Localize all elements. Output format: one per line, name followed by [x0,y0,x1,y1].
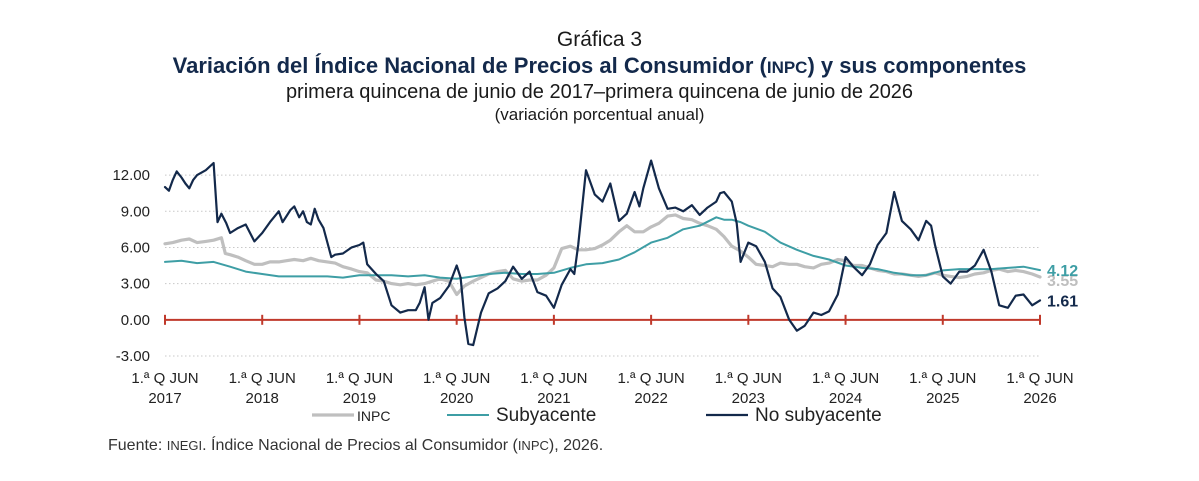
x-tick-label: 1.ª Q JUN [131,370,198,387]
chart-title-prefix: Variación del Índice Nacional de Precios… [172,53,767,78]
grid-lines [165,174,1040,357]
legend-label-inpc: INPC [357,408,390,424]
line-chart: 12.00 9.00 6.00 3.00 0.00 -3.00 1.ª Q JUN 2017… [112,159,1078,426]
x-tick-label: 2021 [537,390,570,407]
y-axis-labels: 12.00 9.00 6.00 3.00 0.00 -3.00 [112,167,150,365]
chart-title-suffix: ) y sus componentes [807,53,1027,78]
chart-title: Variación del Índice Nacional de Precios… [0,53,1199,79]
series-line-no-subyacente [163,159,1042,347]
legend-label-subyacente: Subyacente [496,405,596,426]
legend-label-no-subyacente: No subyacente [755,405,882,426]
y-tick-label: 0.00 [121,312,150,329]
y-tick-label: -3.00 [116,348,150,365]
x-tick-label: 2025 [926,390,959,407]
x-tick-label: 1.ª Q JUN [229,370,296,387]
x-tick-label: 2024 [829,390,862,407]
x-tick-label: 1.ª Q JUN [520,370,587,387]
x-tick-label: 1.ª Q JUN [326,370,393,387]
series-group [163,159,1042,347]
x-axis-labels: 1.ª Q JUN 2017 1.ª Q JUN 2018 1.ª Q JUN 2019 1… [131,370,1073,407]
end-label-subyacente: 4.12 [1047,263,1078,280]
x-tick-label: 2022 [634,390,667,407]
end-label-inpc: 3.55 [1047,273,1078,290]
x-tick-label: 1.ª Q JUN [617,370,684,387]
x-tick-label: 1.ª Q JUN [1006,370,1073,387]
end-label-no-subyacente: 1.61 [1047,293,1078,310]
x-tick-label: 2026 [1023,390,1056,407]
end-value-labels: 3.554.12 1.61 [1047,263,1078,310]
y-tick-label: 12.00 [112,167,150,184]
source-prefix: Fuente: [108,437,167,454]
x-tick-label: 2018 [246,390,279,407]
series-line-subyacente [164,216,1041,280]
x-tick-label: 2020 [440,390,473,407]
x-tick-label: 1.ª Q JUN [715,370,782,387]
legend: INPC Subyacente No subyacente [312,405,882,426]
x-tick-label: 1.ª Q JUN [812,370,879,387]
chart-number: Gráfica 3 [556,28,643,51]
chart-subtitle: primera quincena de junio de 2017–primer… [285,81,914,103]
y-tick-label: 3.00 [121,276,150,293]
x-tick-label: 2023 [732,390,765,407]
chart-title-acronym: INPC [766,58,808,77]
x-tick-label: 1.ª Q JUN [909,370,976,387]
source-agency: INEGI [166,438,203,453]
x-tick-label: 1.ª Q JUN [423,370,490,387]
y-tick-label: 6.00 [121,239,150,256]
source-middle: . Índice Nacional de Precios al Consumid… [202,437,518,454]
source-suffix: ), 2026. [548,437,604,454]
y-tick-label: 9.00 [121,203,150,220]
series-line-inpc [163,213,1042,297]
source-note: Fuente: INEGI. Índice Nacional de Precio… [108,437,603,455]
x-tick-label: 2017 [148,390,181,407]
x-tick-label: 2019 [343,390,376,407]
chart-units: (variación porcentual anual) [494,105,705,124]
x-axis [164,314,1041,325]
source-acronym: INPC [517,438,549,453]
